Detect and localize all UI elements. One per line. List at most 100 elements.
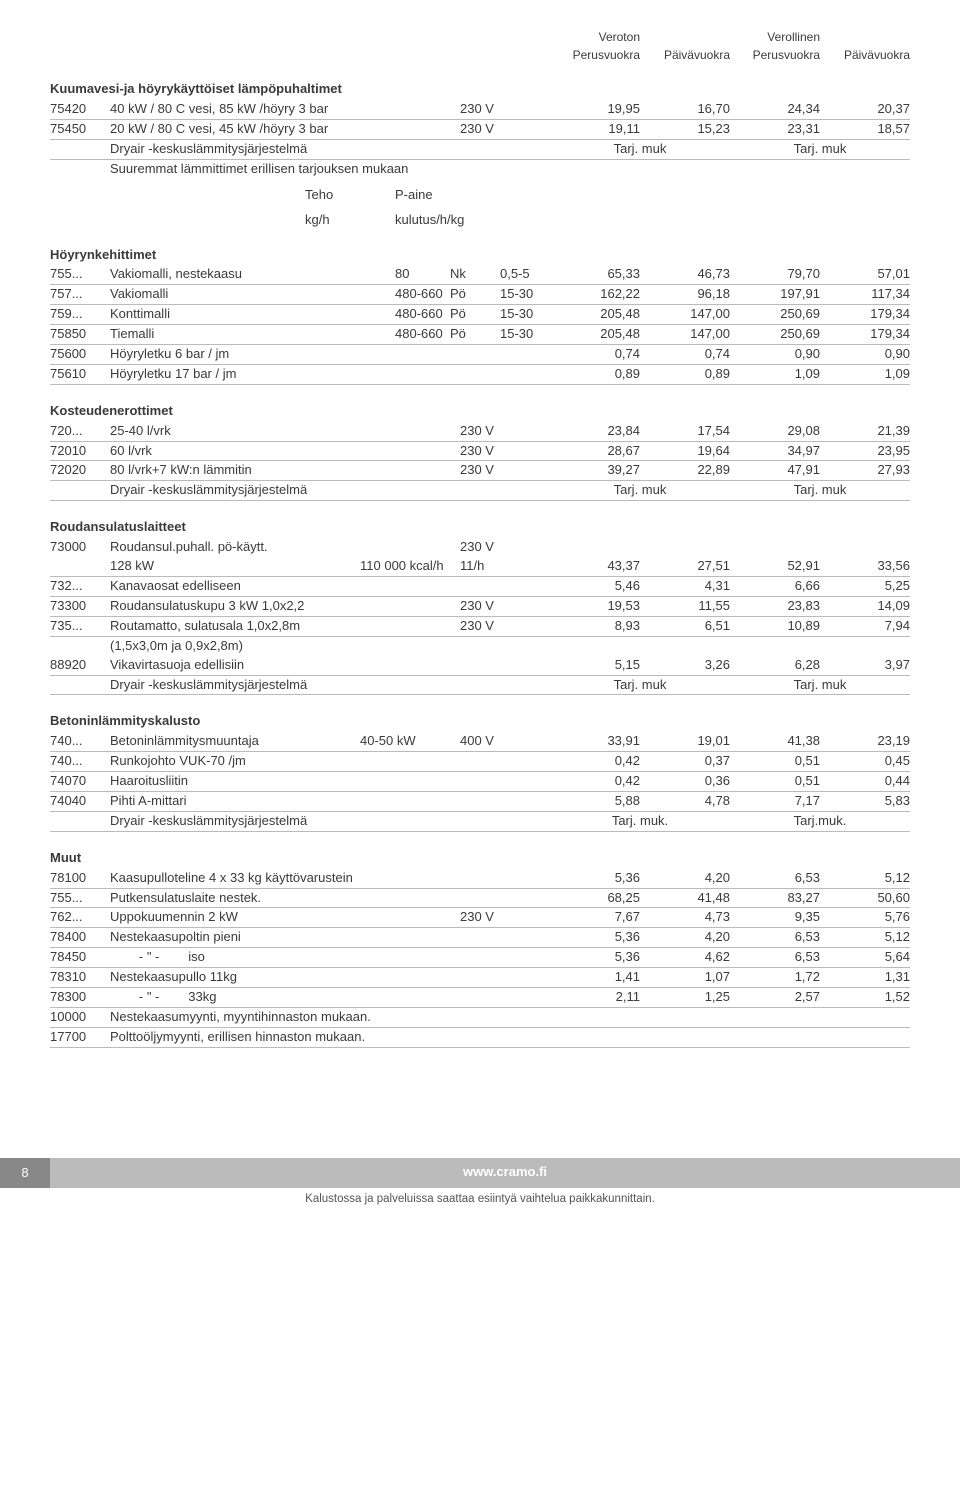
extra3: Pö — [450, 306, 500, 323]
desc: Uppokuumennin 2 kW — [110, 909, 460, 926]
n4: 5,12 — [820, 929, 910, 946]
n4: 1,09 — [820, 366, 910, 383]
table-row: 759...Konttimalli480-660Pö15-30205,48147… — [50, 305, 910, 325]
code: 762... — [50, 909, 110, 926]
desc: Pihti A-mittari — [110, 793, 460, 810]
n2: 17,54 — [640, 423, 730, 440]
code: 72020 — [50, 462, 110, 479]
subhead2: kg/hkulutus/h/kg — [50, 212, 910, 229]
n3: 0,51 — [730, 773, 820, 790]
n3: 6,53 — [730, 870, 820, 887]
code: 720... — [50, 423, 110, 440]
n1: 5,36 — [550, 949, 640, 966]
tarj2: Tarj. muk — [730, 482, 910, 499]
table-row: 7202080 l/vrk+7 kW:n lämmitin230 V39,272… — [50, 461, 910, 481]
table-row: 755...Vakiomalli, nestekaasu80Nk0,5-565,… — [50, 265, 910, 285]
n4: 1,31 — [820, 969, 910, 986]
desc: Runkojohto VUK-70 /jm — [110, 753, 460, 770]
n3: 250,69 — [730, 326, 820, 343]
table-row: 78400Nestekaasupoltin pieni5,364,206,535… — [50, 928, 910, 948]
n2: 27,51 — [640, 558, 730, 575]
header-verollinen: Verollinen — [730, 30, 820, 46]
desc: Betoninlämmitysmuuntaja — [110, 733, 360, 750]
table-row: 17700Polttoöljymyynti, erillisen hinnast… — [50, 1028, 910, 1048]
n2: 4,20 — [640, 870, 730, 887]
extra1: 230 V — [460, 909, 550, 926]
code: 735... — [50, 618, 110, 635]
n4: 50,60 — [820, 890, 910, 907]
n2: 41,48 — [640, 890, 730, 907]
table-row: Dryair -keskuslämmitysjärjestelmä Tarj. m… — [50, 481, 910, 501]
extra2: 480-660 — [395, 326, 450, 343]
n3: 24,34 — [730, 101, 820, 118]
table-row: 10000Nestekaasumyynti, myyntihinnaston m… — [50, 1008, 910, 1028]
code: 757... — [50, 286, 110, 303]
header-blank — [640, 30, 730, 46]
n2: 4,62 — [640, 949, 730, 966]
desc: Dryair -keskuslämmitysjärjestelmä — [110, 482, 550, 499]
desc: 25-40 l/vrk — [110, 423, 460, 440]
n2: 22,89 — [640, 462, 730, 479]
n2: 3,26 — [640, 657, 730, 674]
desc: Roudansulatuskupu 3 kW 1,0x2,2 — [110, 598, 460, 615]
extra3: Nk — [450, 266, 500, 283]
page-number: 8 — [0, 1158, 50, 1188]
desc: Höyryletku 17 bar / jm — [110, 366, 460, 383]
n3: 10,89 — [730, 618, 820, 635]
code: 75850 — [50, 326, 110, 343]
extra3: Pö — [450, 286, 500, 303]
n1: 39,27 — [550, 462, 640, 479]
n4: 0,90 — [820, 346, 910, 363]
header-blank2 — [820, 30, 910, 46]
n1: 1,41 — [550, 969, 640, 986]
code: 74070 — [50, 773, 110, 790]
n3: 0,90 — [730, 346, 820, 363]
n4: 117,34 — [820, 286, 910, 303]
n1: 0,74 — [550, 346, 640, 363]
header-paivavuokra2: Päivävuokra — [820, 48, 910, 64]
table-row: (1,5x3,0m ja 0,9x2,8m) — [50, 637, 910, 656]
n1: 5,15 — [550, 657, 640, 674]
n3: 47,91 — [730, 462, 820, 479]
n4: 57,01 — [820, 266, 910, 283]
n1: 43,37 — [550, 558, 640, 575]
table-row: Dryair -keskuslämmitysjärjestelmäTarj. m… — [50, 676, 910, 696]
extra1: 230 V — [460, 539, 550, 556]
extra3: Pö — [450, 326, 500, 343]
n4: 33,56 — [820, 558, 910, 575]
n3: 1,72 — [730, 969, 820, 986]
header-row-2: Perusvuokra Päivävuokra Perusvuokra Päiv… — [50, 48, 910, 64]
code: 78100 — [50, 870, 110, 887]
n3: 0,51 — [730, 753, 820, 770]
footer-note: Kalustossa ja palveluissa saattaa esiint… — [0, 1188, 960, 1211]
page-content: Veroton Verollinen Perusvuokra Päivävuok… — [0, 0, 960, 1048]
n4: 7,94 — [820, 618, 910, 635]
n4: 23,19 — [820, 733, 910, 750]
n3: 9,35 — [730, 909, 820, 926]
code: 732... — [50, 578, 110, 595]
n4: 5,25 — [820, 578, 910, 595]
n2: 16,70 — [640, 101, 730, 118]
n4: 27,93 — [820, 462, 910, 479]
table-row: 720...25-40 l/vrk230 V23,8417,5429,0821,… — [50, 422, 910, 442]
table-row: 73000Roudansul.puhall. pö-käytt.230 V — [50, 538, 910, 557]
desc: Vakiomalli — [110, 286, 395, 303]
table-row: 740...Betoninlämmitysmuuntaja40-50 kW400… — [50, 732, 910, 752]
desc: 40 kW / 80 C vesi, 85 kW /höyry 3 bar — [110, 101, 460, 118]
extra1: 400 V — [460, 733, 550, 750]
desc: Kanavaosat edelliseen — [110, 578, 460, 595]
header-paivavuokra1: Päivävuokra — [640, 48, 730, 64]
extra1: 230 V — [460, 121, 550, 138]
n4: 3,97 — [820, 657, 910, 674]
code: 78310 — [50, 969, 110, 986]
n1: 19,95 — [550, 101, 640, 118]
n4: 18,57 — [820, 121, 910, 138]
desc: Vakiomalli, nestekaasu — [110, 266, 395, 283]
table-row: 755...Putkensulatuslaite nestek.68,2541,… — [50, 889, 910, 909]
n3: 2,57 — [730, 989, 820, 1006]
code: 74040 — [50, 793, 110, 810]
desc: 20 kW / 80 C vesi, 45 kW /höyry 3 bar — [110, 121, 460, 138]
subhead: TehoP-aine — [50, 187, 910, 204]
table-row: 7542040 kW / 80 C vesi, 85 kW /höyry 3 b… — [50, 100, 910, 120]
footer-url: www.cramo.fi — [50, 1158, 960, 1188]
